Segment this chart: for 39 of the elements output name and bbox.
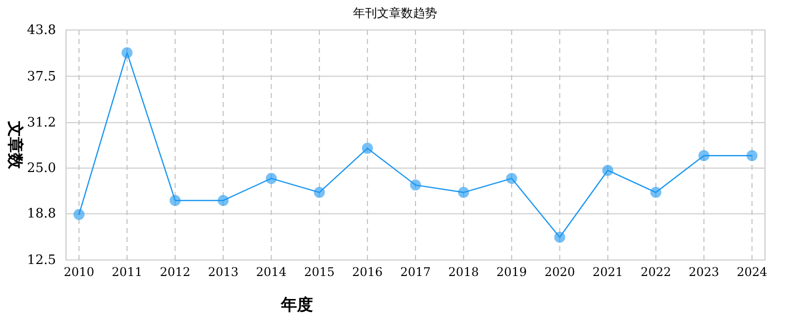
point	[458, 186, 470, 198]
point	[698, 150, 710, 162]
x-tick-label: 2020	[544, 265, 575, 279]
point	[218, 194, 229, 206]
x-axis-title: 年度	[280, 295, 313, 314]
y-tick-label: 31.2	[27, 116, 56, 131]
point	[266, 172, 277, 184]
point	[362, 142, 373, 154]
point	[314, 186, 325, 198]
y-tick-label: 25.0	[27, 161, 56, 176]
x-tick-label: 2011	[112, 265, 142, 279]
point	[746, 150, 758, 162]
y-tick-label: 43.8	[27, 23, 56, 38]
x-tick-label: 2023	[688, 265, 720, 279]
x-tick-label: 2016	[352, 265, 383, 279]
point	[506, 172, 518, 184]
x-tick-label: 2014	[256, 265, 287, 279]
x-tick-label: 2013	[208, 265, 238, 279]
y-tick-label: 12.5	[27, 253, 56, 268]
y-axis-title: 文章数	[6, 120, 25, 170]
x-tick-label: 2012	[160, 265, 190, 279]
y-tick-label: 37.5	[27, 69, 56, 84]
x-tick-label: 2017	[400, 265, 431, 279]
x-tick-label: 2018	[448, 265, 479, 279]
y-tick-label: 18.8	[27, 206, 56, 222]
point	[410, 180, 421, 191]
x-tick-label: 2010	[64, 265, 94, 279]
point	[554, 232, 566, 243]
x-tick-label: 2024	[736, 265, 768, 279]
x-tick-label: 2015	[304, 265, 335, 279]
point	[650, 186, 662, 198]
point	[602, 164, 614, 176]
x-tick-label: 2021	[592, 265, 624, 279]
point	[122, 47, 133, 58]
point	[74, 208, 84, 220]
x-tick-label: 2022	[640, 265, 672, 279]
point	[170, 194, 181, 206]
x-tick-label: 2019	[496, 265, 527, 279]
chart-title: 年刊文章数趋势	[353, 6, 437, 20]
